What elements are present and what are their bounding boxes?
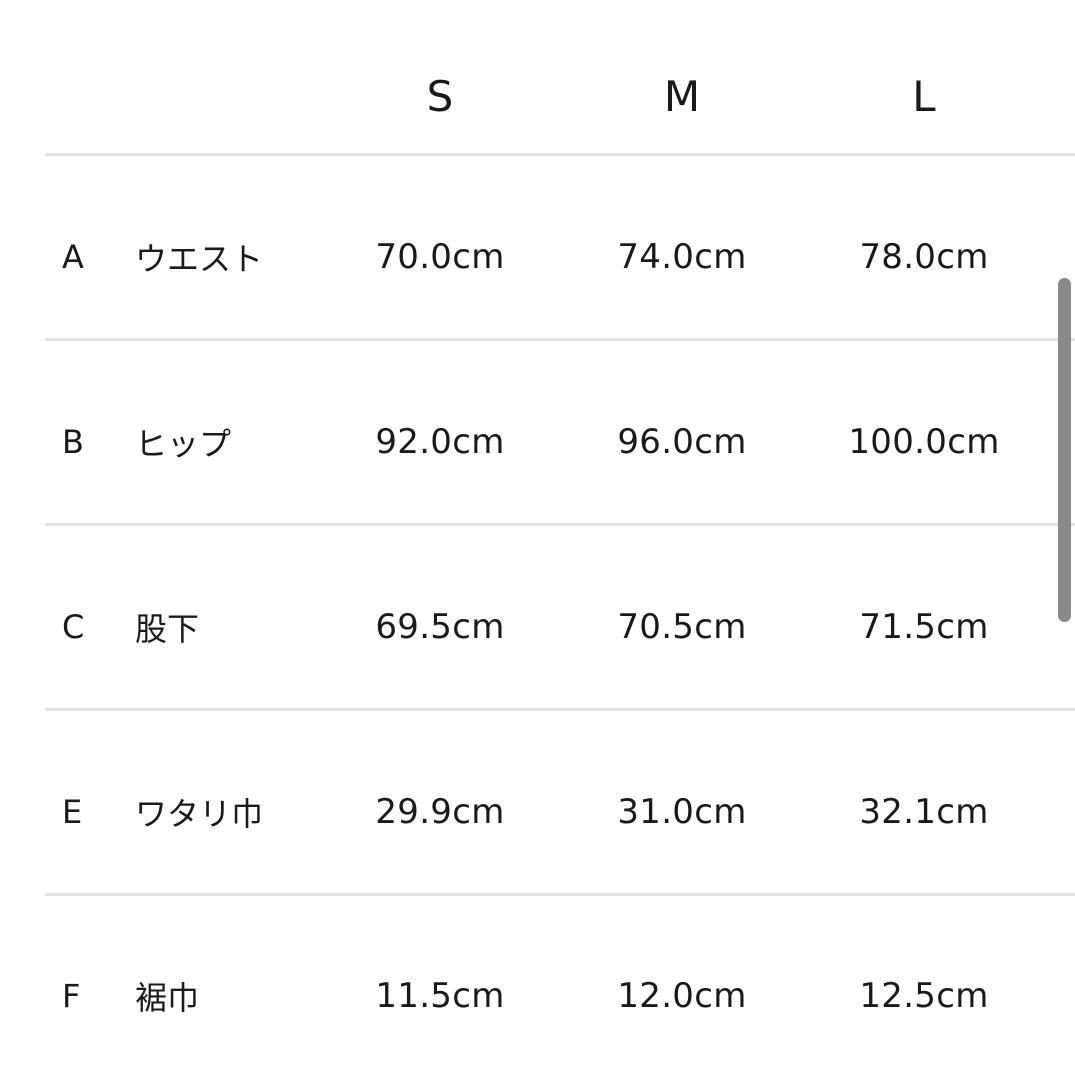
row-label: ワタリ巾 <box>135 794 264 833</box>
measurement-value-m: 31.0cm <box>617 791 747 832</box>
row-label: 裾巾 <box>135 979 200 1017</box>
row-letter: C <box>62 607 85 646</box>
measurement-value-s: 92.0cm <box>375 421 505 462</box>
measurement-value-m: 96.0cm <box>617 421 747 462</box>
column-header-s: S <box>426 72 454 121</box>
row-label: 股下 <box>135 609 200 648</box>
column-header-l: L <box>912 72 936 121</box>
table-row: F 裾巾 11.5cm 12.0cm 12.5cm <box>0 896 1075 1080</box>
measurement-value-s: 70.0cm <box>375 236 505 277</box>
measurement-value-l: 71.5cm <box>859 606 989 647</box>
row-label: ヒップ <box>135 424 232 463</box>
row-letter: F <box>62 977 81 1015</box>
measurement-value-s: 69.5cm <box>375 606 505 647</box>
row-letter: E <box>62 792 83 831</box>
column-header-m: M <box>663 72 701 121</box>
measurement-value-s: 11.5cm <box>375 976 505 1016</box>
size-chart-header-row: S M L <box>0 0 1075 156</box>
table-row: A ウエスト 70.0cm 74.0cm 78.0cm <box>0 156 1075 341</box>
row-letter: A <box>62 237 84 276</box>
table-row: B ヒップ 92.0cm 96.0cm 100.0cm <box>0 341 1075 526</box>
measurement-value-l: 100.0cm <box>848 421 1000 462</box>
measurement-value-m: 70.5cm <box>617 606 747 647</box>
measurement-value-l: 78.0cm <box>859 236 989 277</box>
measurement-value-m: 12.0cm <box>617 976 747 1016</box>
measurement-value-l: 12.5cm <box>859 976 989 1016</box>
measurement-value-s: 29.9cm <box>375 791 505 832</box>
row-label: ウエスト <box>135 239 264 278</box>
measurement-value-m: 74.0cm <box>617 236 747 277</box>
row-letter: B <box>62 422 84 461</box>
measurement-value-l: 32.1cm <box>859 791 989 832</box>
scrollbar-thumb[interactable] <box>1058 278 1071 622</box>
table-row: E ワタリ巾 29.9cm 31.0cm 32.1cm <box>0 711 1075 896</box>
table-row: C 股下 69.5cm 70.5cm 71.5cm <box>0 526 1075 711</box>
